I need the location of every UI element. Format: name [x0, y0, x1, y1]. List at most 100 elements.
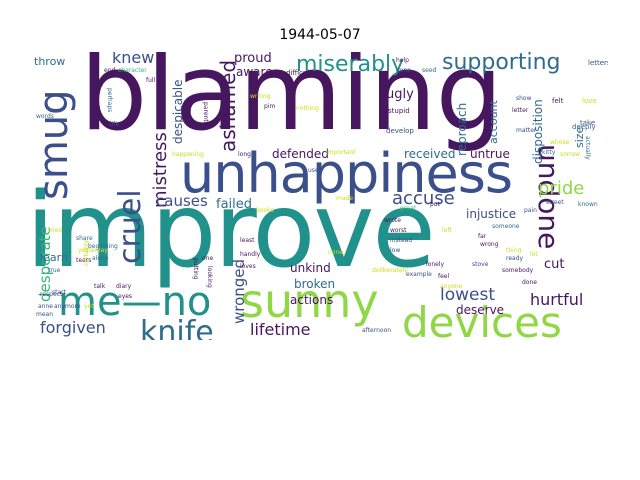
cloud-word: wrote — [384, 217, 401, 224]
cloud-word: help — [396, 57, 409, 64]
cloud-word: left — [442, 227, 452, 234]
cloud-word: deserve — [456, 303, 505, 317]
cloud-word: proud — [234, 52, 272, 66]
cloud-word: matter — [516, 127, 537, 134]
cloud-word: alone — [92, 255, 109, 262]
cloud-word: despicable — [171, 79, 185, 145]
cloud-word: pride — [538, 178, 585, 199]
cloud-word: love — [582, 97, 597, 105]
cloud-word: deeply — [572, 123, 596, 131]
cloud-word: wrong — [480, 241, 499, 248]
cloud-word: lifetime — [250, 320, 311, 339]
cloud-word: writing — [250, 93, 271, 100]
cloud-word: improve — [32, 171, 436, 291]
cloud-word: received — [404, 147, 456, 161]
cloud-word: reproach — [455, 102, 469, 156]
cloud-word: example — [406, 271, 432, 278]
cloud-word: show — [516, 95, 532, 102]
cloud-word: cut — [544, 257, 565, 272]
cloud-word: share — [76, 235, 93, 242]
cloud-word: felt — [552, 97, 564, 105]
cloud-word: respect — [40, 291, 63, 298]
cloud-word: long — [238, 151, 251, 158]
cloud-word: sorrow — [560, 151, 581, 158]
cloud-word: perhaps — [106, 88, 113, 113]
cloud-word: actually — [584, 136, 591, 160]
cloud-word: known — [578, 201, 598, 208]
cloud-word: eyes — [118, 293, 133, 300]
cloud-word: great — [400, 205, 416, 212]
cloud-word: stove — [472, 261, 489, 268]
cloud-word: ready — [506, 255, 524, 262]
cloud-word: knife — [140, 315, 214, 341]
cloud-word: anymore — [54, 303, 81, 310]
cloud-word: me—no — [58, 279, 212, 325]
chart-title: 1944-05-07 — [279, 27, 361, 43]
cloud-word: someone — [492, 223, 520, 230]
cloud-word: done — [522, 279, 537, 286]
cloud-word: pim — [264, 103, 276, 110]
cloud-word: far — [478, 233, 487, 240]
cloud-word: parents — [202, 102, 209, 125]
cloud-word: causes — [156, 192, 208, 210]
cloud-word: true — [48, 267, 61, 274]
cloud-word: happening — [172, 151, 204, 158]
cloud-word: devices — [402, 298, 562, 341]
cloud-word: cruel — [113, 189, 148, 264]
cloud-word: yet — [84, 303, 94, 310]
cloud-word: used — [308, 167, 323, 174]
cloud-word: handly — [240, 251, 261, 258]
cloud-word: certainly — [83, 239, 90, 266]
cloud-word: accuse — [392, 188, 455, 209]
cloud-word: one — [202, 255, 214, 262]
cloud-word: develop — [386, 127, 414, 135]
cloud-word: put — [430, 201, 440, 208]
cloud-word: untrue — [470, 147, 510, 161]
cloud-word: blaming — [80, 52, 503, 154]
cloud-word: letters — [588, 59, 608, 67]
cloud-word: nothing — [296, 105, 319, 112]
cloud-word: knew — [112, 52, 155, 67]
cloud-word: putting — [192, 258, 199, 280]
cloud-word: somebody — [502, 267, 534, 274]
cloud-word: full — [146, 77, 156, 84]
cloud-word: ashamed — [216, 59, 240, 152]
cloud-word: character — [118, 67, 147, 74]
cloud-word: difficult — [286, 69, 313, 77]
cloud-word: ugly — [386, 87, 414, 102]
cloud-word: injustice — [466, 207, 517, 221]
cloud-word: worst — [390, 227, 407, 234]
cloud-word: broken — [294, 277, 336, 291]
cloud-word: mean — [36, 311, 54, 318]
cloud-word: words — [36, 113, 54, 120]
cloud-word: least — [240, 237, 255, 244]
cloud-word: whose — [550, 139, 570, 146]
cloud-word: beginning — [88, 243, 118, 250]
word-cloud: blaming improve unhappiness sunny device… — [32, 52, 608, 340]
cloud-word: hurtful — [530, 290, 584, 309]
cloud-word: miserably — [296, 52, 405, 77]
cloud-word: stupid — [388, 107, 410, 115]
cloud-word: defended — [272, 147, 329, 161]
cloud-word: yesterday — [78, 247, 108, 254]
cloud-word: unhappiness — [180, 142, 513, 205]
cloud-word: forgiven — [40, 318, 106, 337]
cloud-word: lonely — [426, 261, 445, 268]
cloud-word: gone — [396, 67, 411, 74]
cloud-word: throw — [34, 55, 66, 68]
cloud-word: supporting — [442, 52, 561, 75]
cloud-word: kitty — [542, 149, 556, 156]
cloud-word: none — [328, 249, 343, 256]
cloud-word: afternoon — [362, 327, 392, 334]
cloud-word: account — [487, 100, 500, 144]
cloud-word: deliberately — [372, 267, 408, 274]
cloud-word: books — [256, 207, 274, 214]
cloud-word: instead — [390, 237, 413, 244]
cloud-word: looking — [206, 266, 213, 288]
cloud-word: lowest — [440, 285, 496, 305]
cloud-word: failed — [216, 197, 253, 212]
cloud-word: feel — [438, 273, 450, 280]
cloud-word: smug — [32, 89, 77, 200]
cloud-word: lot — [530, 251, 538, 258]
cloud-word: start — [52, 289, 66, 296]
